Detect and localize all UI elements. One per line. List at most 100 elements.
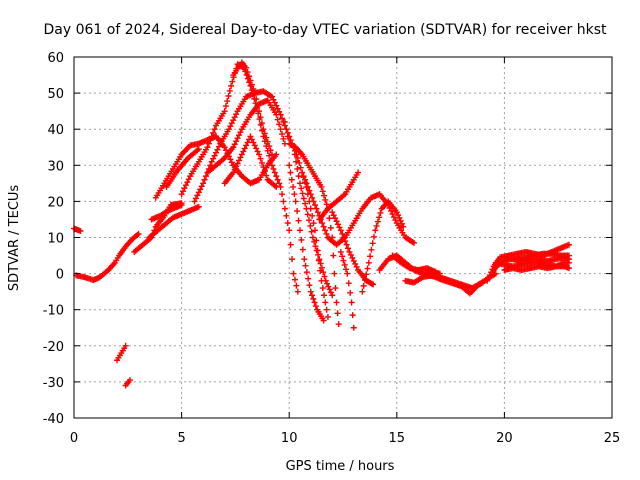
data-point [195, 146, 202, 153]
data-point [296, 159, 303, 166]
series-arc-16 [281, 118, 342, 328]
data-point [233, 163, 240, 170]
x-tick-label: 10 [281, 431, 298, 446]
data-point [335, 321, 342, 328]
data-point [306, 282, 313, 289]
data-point [307, 288, 314, 295]
data-point [311, 299, 318, 306]
data-point [565, 265, 572, 272]
y-tick-label: -10 [43, 304, 64, 319]
data-point [260, 126, 267, 133]
series-arc-01 [71, 225, 84, 235]
data-point [309, 194, 316, 201]
data-point [290, 270, 297, 277]
data-point [296, 227, 303, 234]
data-point [211, 152, 218, 159]
data-point [333, 218, 340, 225]
data-point [329, 292, 336, 299]
data-point [243, 64, 250, 71]
series-arc-31 [501, 259, 572, 273]
data-point [324, 313, 331, 320]
data-point [330, 212, 337, 219]
data-point [290, 183, 297, 190]
series-arc-06 [146, 203, 202, 241]
data-point [327, 224, 334, 231]
data-point [253, 96, 260, 103]
data-point [213, 149, 220, 156]
data-point [291, 191, 298, 198]
series-arc-20 [316, 169, 362, 223]
data-point [313, 247, 320, 254]
data-point [302, 200, 309, 207]
data-point [293, 282, 300, 289]
data-point [337, 227, 344, 234]
data-point [312, 243, 319, 250]
data-point [363, 271, 370, 278]
data-point [230, 144, 237, 151]
data-point [228, 82, 235, 89]
x-tick-label: 20 [496, 431, 513, 446]
data-point [303, 269, 310, 276]
data-point [327, 289, 334, 296]
y-tick-label: 40 [47, 123, 64, 138]
data-point [195, 203, 202, 210]
data-point [280, 198, 287, 205]
data-point [250, 85, 257, 92]
data-point [334, 310, 341, 317]
data-point [317, 260, 324, 267]
series-arc-22 [337, 248, 357, 331]
data-point [333, 299, 340, 306]
data-point [184, 179, 191, 186]
data-point [334, 221, 341, 228]
data-point [263, 172, 270, 179]
chart-title: Day 061 of 2024, Sidereal Day-to-day VTE… [44, 22, 607, 38]
series-arc-15 [230, 59, 275, 158]
data-point [195, 189, 202, 196]
data-point [364, 265, 371, 272]
data-point [565, 256, 572, 263]
data-point [299, 190, 306, 197]
data-point [248, 81, 255, 88]
data-point [352, 260, 359, 267]
data-point [227, 123, 234, 130]
data-point [312, 227, 319, 234]
data-point [305, 275, 312, 282]
data-point [318, 183, 325, 190]
data-point [322, 196, 329, 203]
data-point [185, 176, 192, 183]
data-point [339, 230, 346, 237]
data-point [322, 299, 329, 306]
data-point [370, 281, 377, 288]
data-point [178, 191, 185, 198]
data-point [266, 152, 273, 159]
data-point [368, 280, 375, 287]
data-point [247, 77, 254, 84]
data-point [368, 246, 375, 253]
data-point [346, 248, 353, 255]
data-point [178, 202, 185, 209]
data-point [345, 280, 352, 287]
data-point [390, 214, 397, 221]
data-point [301, 176, 308, 183]
data-point [266, 143, 273, 150]
series-arc-21 [329, 209, 377, 288]
data-point [237, 154, 244, 161]
data-point [291, 276, 298, 283]
data-point [200, 180, 207, 187]
series-arc-03 [114, 342, 129, 364]
data-point [309, 212, 316, 219]
data-point [294, 208, 301, 215]
data-point [309, 292, 316, 299]
data-point [274, 105, 281, 112]
data-point [235, 132, 242, 139]
data-point [320, 317, 327, 324]
data-point [326, 286, 333, 293]
data-point [359, 288, 366, 295]
data-point [372, 227, 379, 234]
data-point [260, 164, 267, 171]
data-point [276, 121, 283, 128]
data-point [135, 230, 142, 237]
data-point [312, 202, 319, 209]
data-point [234, 135, 241, 142]
